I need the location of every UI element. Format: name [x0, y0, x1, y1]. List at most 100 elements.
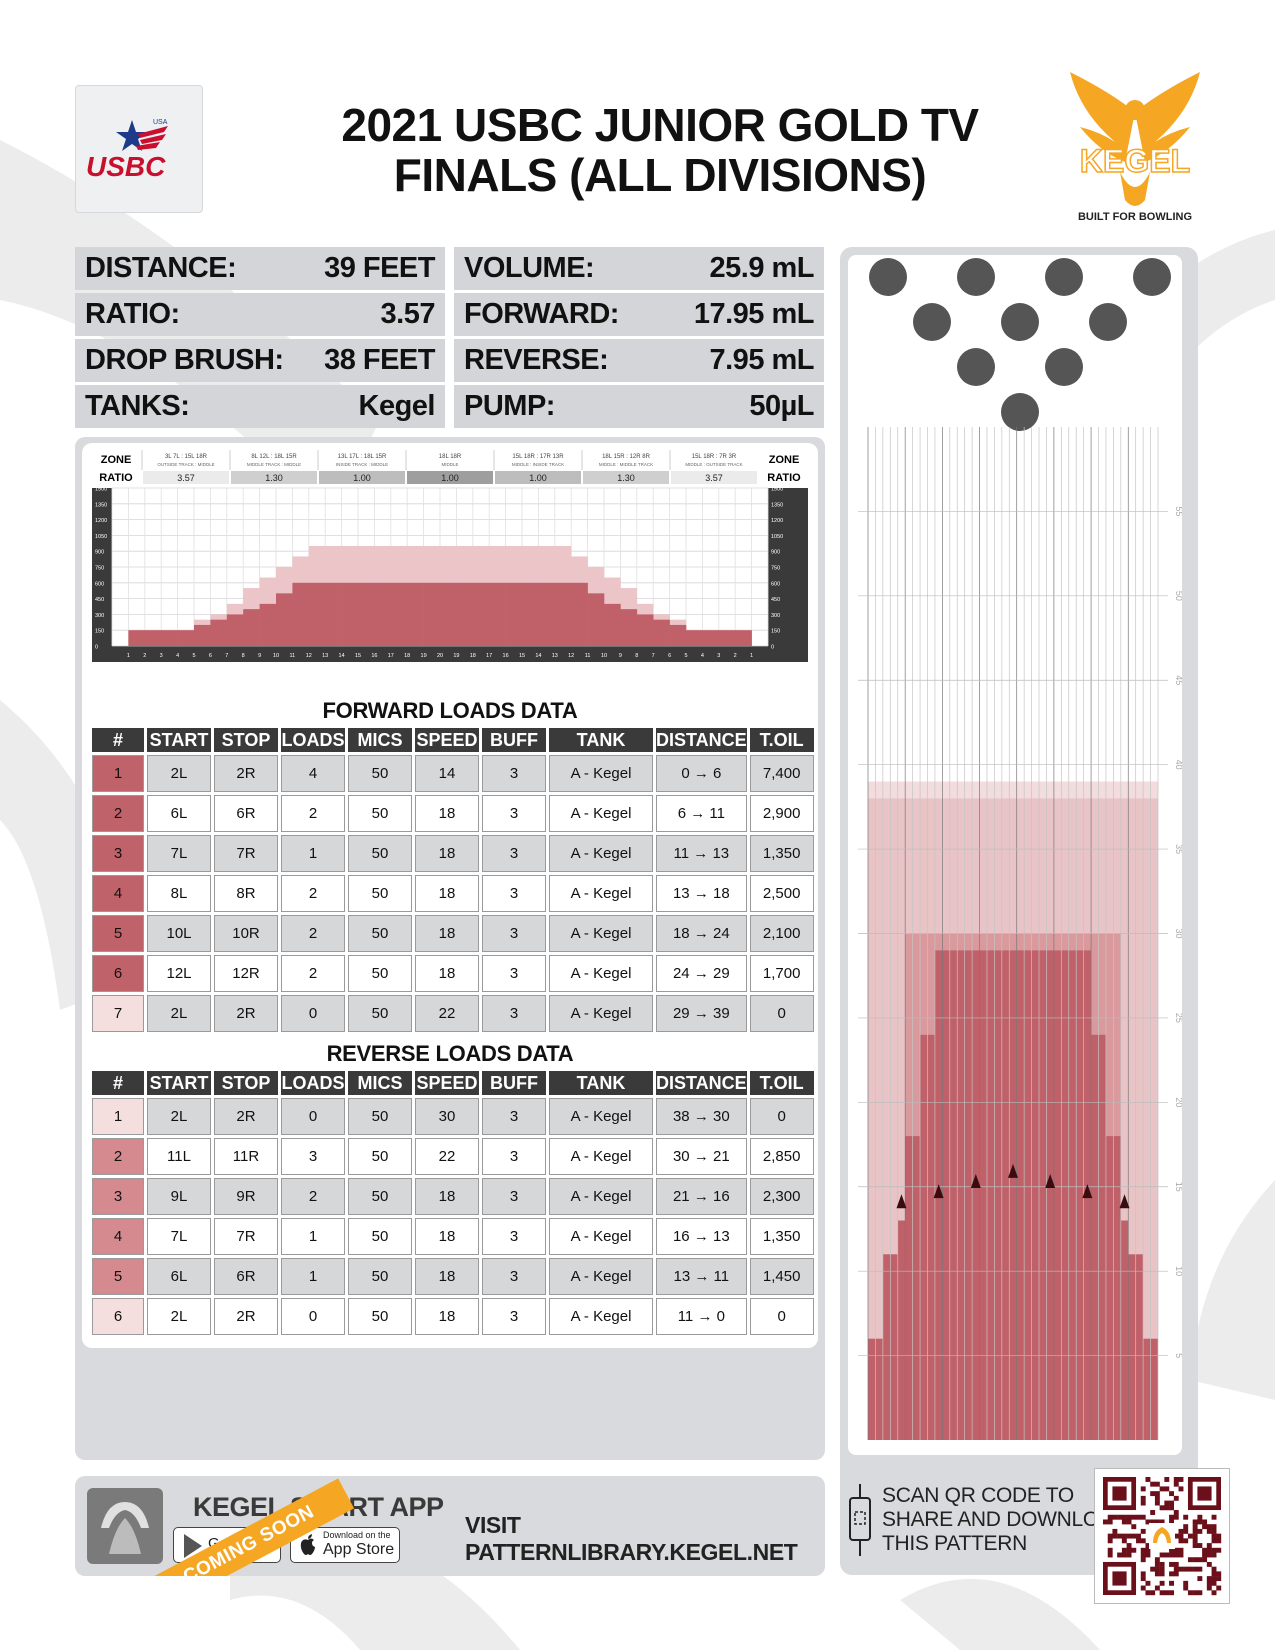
oil-graph: ZONE ZONE RATIO RATIO 3L 7L : 15L 18R OUTSIDE…	[92, 450, 808, 662]
cell-speed: 14	[415, 755, 479, 792]
cell-start: 2L	[147, 755, 211, 792]
kegel-logo: KEGEL BUILT FOR BOWLING	[1060, 72, 1210, 227]
x-tick: 17	[388, 653, 394, 659]
cell-stop: 2R	[214, 1098, 278, 1135]
cell-stop: 6R	[214, 795, 278, 832]
cell-tank: A - Kegel	[549, 1178, 653, 1215]
cell-speed: 18	[415, 1178, 479, 1215]
x-tick: 5	[192, 653, 195, 659]
x-tick: 15	[519, 653, 525, 659]
cell-mics: 50	[348, 955, 412, 992]
cell-speed: 22	[415, 995, 479, 1032]
oil-bar	[587, 593, 605, 646]
x-tick: 10	[273, 653, 279, 659]
qr-code[interactable]	[1094, 1468, 1230, 1604]
oil-bar	[144, 630, 162, 646]
y-tick-right: 0	[771, 645, 774, 651]
oil-bar	[194, 624, 211, 646]
cell-tank: A - Kegel	[549, 1218, 653, 1255]
x-tick: 7	[225, 653, 228, 659]
oil-bar	[325, 582, 342, 646]
cell-stop: 6R	[214, 1258, 278, 1295]
cell-dist: 18 → 24	[656, 915, 747, 952]
y-tick-right: 300	[771, 613, 780, 619]
cell-dist: 13 → 18	[656, 875, 747, 912]
y-tick-left: 1200	[95, 518, 107, 524]
target-arrow-icon	[896, 1194, 907, 1209]
reverse-loads-table: # START STOP LOADS MICS SPEED BUFF TANK DISTANCE…	[89, 1068, 817, 1338]
column-header: T.OIL	[749, 1071, 814, 1095]
cell-start: 2L	[147, 1098, 211, 1135]
cell-speed: 22	[415, 1138, 479, 1175]
x-tick: 4	[176, 653, 179, 659]
x-tick: 15	[355, 653, 361, 659]
zone-desc: MIDDLE TRACK : MIDDLE	[247, 462, 301, 467]
cell-start: 9L	[147, 1178, 211, 1215]
y-tick-right: 1200	[771, 518, 783, 524]
cell-stop: 7R	[214, 1218, 278, 1255]
usbc-text: USBC	[86, 151, 166, 182]
distance-tick: 35	[1174, 844, 1182, 854]
bowling-pin	[869, 258, 907, 296]
cell-buff: 3	[482, 1218, 546, 1255]
y-tick-left: 150	[95, 629, 104, 635]
cell-mics: 50	[348, 995, 412, 1032]
app-store-label: App Store	[323, 1541, 395, 1558]
column-header: TANK	[549, 1071, 653, 1095]
distance-tick: 40	[1174, 760, 1182, 770]
oil-bar	[259, 603, 277, 646]
ratio-label-left: RATIO	[99, 472, 133, 484]
cell-toil: 7,400	[749, 755, 814, 792]
table-row: 5 6L 6R 1 50 18 3 A - Kegel 13 → 11 1,450	[92, 1258, 814, 1295]
stat-value: 25.9 mL	[709, 252, 815, 284]
distance-tick: 5	[1174, 1353, 1182, 1358]
cell-buff: 3	[482, 955, 546, 992]
reverse-loads-title: REVERSE LOADS DATA	[326, 1041, 574, 1066]
x-tick: 3	[160, 653, 163, 659]
cell-toil: 0	[749, 1298, 814, 1335]
apple-icon	[300, 1534, 315, 1555]
x-tick: 19	[421, 653, 427, 659]
zone-name: 15L 18R : 7R 3R	[692, 454, 737, 460]
cell-dist: 11 → 0	[656, 1298, 747, 1335]
table-row: 1 2L 2R 4 50 14 3 A - Kegel 0 → 6 7,400	[92, 755, 814, 792]
cell-start: 10L	[147, 915, 211, 952]
oil-bar	[374, 582, 392, 646]
oil-bar	[276, 593, 293, 646]
cell-tank: A - Kegel	[549, 1298, 653, 1335]
cell-stop: 9R	[214, 1178, 278, 1215]
pattern-library-link[interactable]: VISIT PATTERNLIBRARY.KEGEL.NET	[465, 1512, 798, 1565]
y-tick-right: 900	[771, 550, 780, 556]
zone-ratio-box	[671, 471, 757, 484]
oil-bar	[472, 582, 490, 646]
y-tick-left: 0	[95, 645, 98, 651]
cell-stop: 8R	[214, 875, 278, 912]
cell-toil: 2,100	[749, 915, 814, 952]
x-tick: 1	[750, 653, 753, 659]
x-tick: 8	[242, 653, 245, 659]
cell-n: 5	[92, 915, 144, 952]
x-tick: 4	[701, 653, 704, 659]
x-tick: 9	[258, 653, 261, 659]
zone-ratio-box	[583, 471, 669, 484]
target-arrow-icon	[1045, 1173, 1056, 1188]
cell-mics: 50	[348, 795, 412, 832]
cell-loads: 0	[281, 995, 345, 1032]
zone-ratio: 3.57	[705, 473, 723, 483]
cell-buff: 3	[482, 1138, 546, 1175]
y-axis-right	[768, 488, 808, 662]
x-tick: 5	[684, 653, 687, 659]
stat-label: VOLUME:	[464, 252, 595, 284]
oil-bar	[292, 582, 310, 646]
x-tick: 16	[503, 653, 509, 659]
cell-loads: 2	[281, 915, 345, 952]
stat-row: RATIO: 3.57	[75, 293, 445, 336]
stat-label: DROP BRUSH:	[85, 344, 284, 376]
cell-dist: 11 → 13	[656, 835, 747, 872]
app-store-button[interactable]: Download on the App Store	[290, 1527, 400, 1563]
oil-bar	[243, 609, 260, 646]
cell-buff: 3	[482, 915, 546, 952]
x-tick: 8	[635, 653, 638, 659]
y-tick-right: 150	[771, 629, 780, 635]
